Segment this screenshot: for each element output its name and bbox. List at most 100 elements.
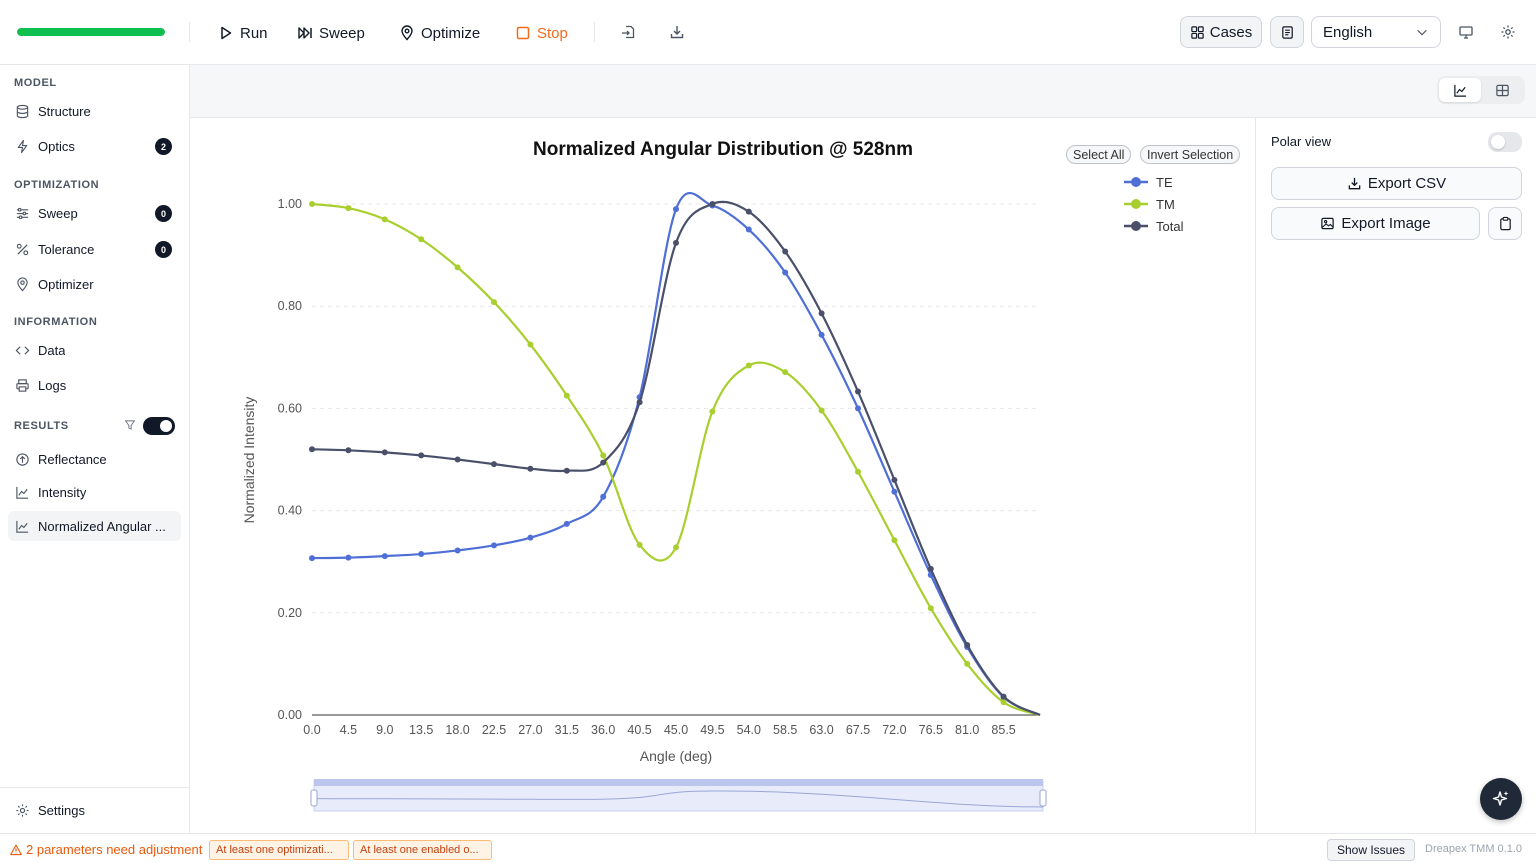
series-tm [309, 201, 1041, 717]
data-point-total [600, 459, 607, 466]
download-button[interactable] [667, 22, 687, 42]
sidebar-item-tolerance[interactable]: Tolerance 0 [8, 234, 181, 264]
x-tick-label: 31.5 [555, 723, 579, 737]
run-label: Run [240, 24, 268, 42]
issue-pill-optimization[interactable]: At least one optimizati... [209, 840, 349, 860]
y-tick-label: 0.40 [278, 504, 302, 518]
sidebar-item-intensity[interactable]: Intensity [8, 477, 181, 507]
sidebar-item-structure[interactable]: Structure [8, 96, 181, 126]
legend-item-te[interactable]: TE [1124, 175, 1173, 190]
line-chart-icon [1453, 84, 1466, 97]
cases-button[interactable]: Cases [1180, 16, 1262, 48]
table-view-tab[interactable] [1481, 78, 1523, 102]
sidebar-item-sweep[interactable]: Sweep 0 [8, 198, 181, 228]
data-point-tm [418, 236, 425, 243]
data-point-te [818, 331, 825, 338]
filter-icon[interactable] [124, 419, 136, 431]
data-point-total [818, 310, 825, 317]
y-tick-label: 0.60 [278, 401, 302, 415]
data-point-te [345, 554, 352, 561]
download-icon [670, 26, 684, 39]
zoom-handle-right[interactable] [1039, 789, 1047, 807]
monitor-button[interactable] [1456, 22, 1476, 42]
cases-label: Cases [1209, 23, 1253, 41]
import-button[interactable] [618, 22, 638, 42]
x-tick-label: 4.5 [340, 723, 357, 737]
export-csv-button[interactable]: Export CSV [1271, 167, 1522, 200]
ai-assistant-button[interactable] [1480, 778, 1522, 820]
zoom-handle-left[interactable] [310, 789, 318, 807]
notes-button[interactable] [1270, 16, 1304, 48]
sweep-button[interactable]: Sweep [297, 20, 365, 46]
chart-view-tab[interactable] [1439, 78, 1481, 102]
data-point-total [381, 449, 388, 456]
data-point-tm [782, 369, 789, 376]
data-point-tm [563, 392, 570, 399]
results-filter-toggle[interactable] [143, 417, 175, 435]
toolbar-divider [189, 22, 190, 42]
stop-button[interactable]: Stop [515, 20, 568, 46]
polar-view-toggle[interactable] [1488, 132, 1522, 152]
x-tick-label: 18.0 [445, 723, 469, 737]
y-tick-label: 0.80 [278, 299, 302, 313]
top-toolbar: Run Sweep Optimize Stop Cases English [0, 0, 1536, 65]
x-tick-label: 76.5 [919, 723, 943, 737]
data-point-te [527, 534, 534, 541]
line-chart-icon [16, 520, 29, 533]
data-point-total [418, 452, 425, 459]
grid-icon [1191, 25, 1204, 39]
run-button[interactable]: Run [218, 20, 268, 46]
sidebar-item-optics[interactable]: Optics 2 [8, 131, 181, 161]
data-point-te [600, 493, 607, 500]
x-tick-label: 85.5 [991, 723, 1015, 737]
export-image-label: Export Image [1341, 215, 1431, 232]
optimize-label: Optimize [421, 24, 481, 42]
data-point-te [891, 488, 898, 495]
sidebar-item-reflectance[interactable]: Reflectance [8, 444, 181, 474]
copy-to-clipboard-button[interactable] [1488, 207, 1522, 240]
chart-title: Normalized Angular Distribution @ 528nm [533, 139, 913, 160]
x-tick-label: 13.5 [409, 723, 433, 737]
export-image-button[interactable]: Export Image [1271, 207, 1480, 240]
data-point-tm [345, 205, 352, 212]
select-all-button[interactable]: Select All [1066, 145, 1132, 164]
sidebar-item-label: Optimizer [38, 276, 94, 292]
app-version: Dreapex TMM 0.1.0 [1425, 843, 1523, 855]
data-point-te [454, 547, 461, 554]
language-select[interactable]: English [1311, 16, 1441, 48]
legend-item-total[interactable]: Total [1124, 219, 1184, 234]
x-tick-label: 72.0 [882, 723, 906, 737]
zoom-slider-bar [314, 779, 1043, 786]
sweep-icon [298, 27, 312, 39]
optimize-button[interactable]: Optimize [399, 20, 480, 46]
data-point-total [345, 447, 352, 454]
sidebar-item-data[interactable]: Data [8, 335, 181, 365]
section-results-heading: RESULTS [14, 420, 69, 432]
tolerance-count-badge: 0 [155, 241, 172, 258]
play-icon [221, 26, 232, 40]
sidebar-item-normalized-angular[interactable]: Normalized Angular ... [8, 511, 181, 541]
parameters-warning[interactable]: 2 parameters need adjustment [10, 842, 202, 857]
show-issues-button[interactable]: Show Issues [1327, 839, 1415, 861]
printer-icon [16, 378, 29, 392]
progress-bar [17, 28, 165, 36]
invert-selection-button[interactable]: Invert Selection [1140, 145, 1241, 164]
sidebar-item-logs[interactable]: Logs [8, 370, 181, 400]
sidebar-item-settings[interactable]: Settings [8, 795, 181, 825]
sidebar-item-optimizer[interactable]: Optimizer [8, 269, 181, 299]
legend-item-tm[interactable]: TM [1124, 197, 1175, 212]
data-point-tm [454, 264, 461, 271]
data-point-total [673, 239, 679, 246]
x-tick-label: 63.0 [809, 723, 833, 737]
x-tick-label: 36.0 [591, 723, 615, 737]
sidebar-item-label: Intensity [38, 484, 87, 500]
progress-fill [17, 28, 165, 36]
settings-gear-button[interactable] [1498, 22, 1518, 42]
data-point-tm [636, 541, 643, 548]
data-point-te [673, 206, 679, 213]
database-icon [16, 104, 29, 118]
issue-pill-enabled[interactable]: At least one enabled o... [353, 840, 492, 860]
data-point-te [418, 551, 425, 558]
section-optimization-heading: OPTIMIZATION [14, 179, 100, 191]
line-chart: Normalized Angular Distribution @ 528nm … [241, 139, 1184, 812]
